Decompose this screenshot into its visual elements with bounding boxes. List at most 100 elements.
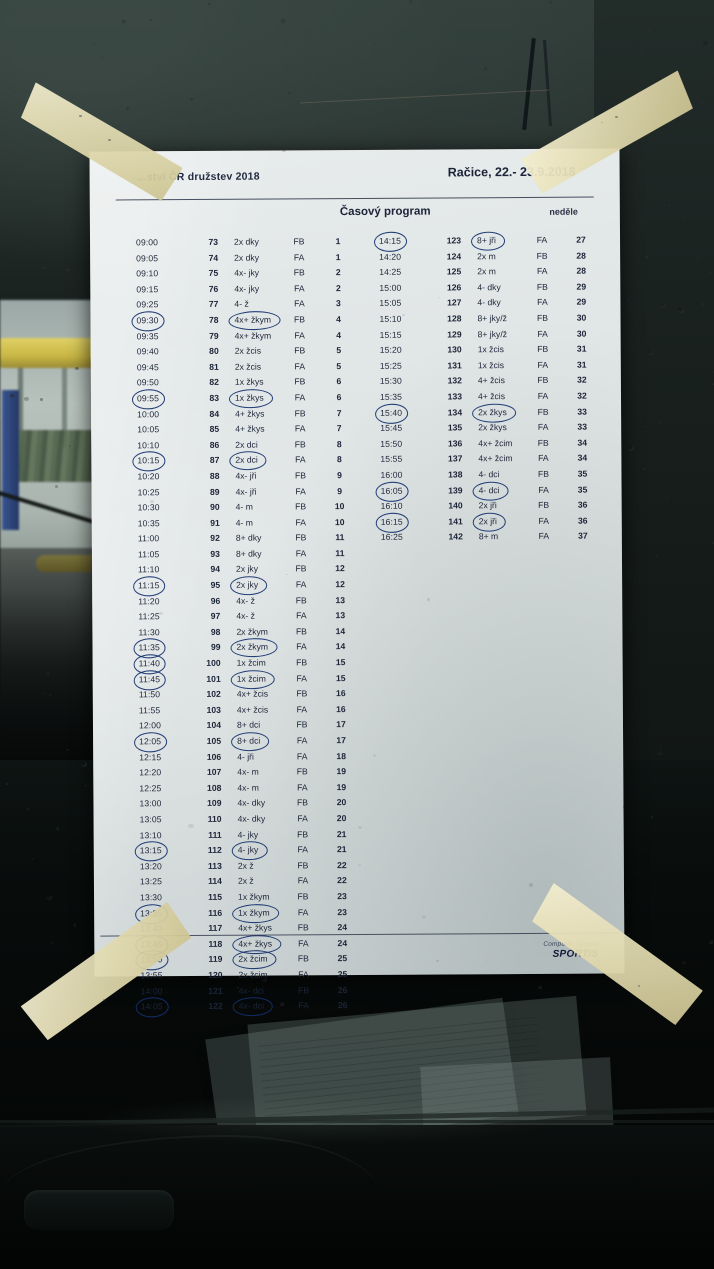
race-number: 114 — [208, 876, 222, 887]
schedule-row: 14:05 122 4x- dci FA 26 — [117, 998, 360, 1015]
race-number: 140 — [448, 500, 463, 511]
race-time: 14:05 — [117, 999, 193, 1015]
schedule-row: 09:40 80 2x žcis FB 5 — [113, 343, 356, 360]
race-index: 17 — [336, 735, 346, 746]
race-number: 81 — [209, 361, 219, 372]
schedule-row: 15:45 135 2x žkys FA 33 — [356, 420, 599, 437]
race-index: 34 — [577, 452, 588, 463]
race-index: 11 — [335, 547, 345, 559]
race-index: 16 — [336, 703, 346, 714]
dashboard-vent — [24, 1190, 174, 1230]
race-time: 11:15 — [114, 578, 190, 594]
race-number: 110 — [207, 813, 222, 824]
race-time: 14:15 — [355, 234, 431, 250]
race-number: 75 — [208, 268, 219, 279]
race-stage: FA — [296, 641, 307, 652]
race-index: 25 — [337, 968, 348, 980]
race-stage: FB — [537, 406, 549, 417]
race-time: 16:25 — [380, 532, 403, 543]
schedule-row: 09:50 82 1x žkys FB 6 — [113, 374, 356, 391]
header-rule — [115, 196, 594, 201]
race-number: 87 — [209, 455, 220, 466]
event-class: 4x+ žcim — [478, 453, 513, 464]
event-class: 4- dci — [478, 469, 500, 480]
event-class: 4- jři — [237, 751, 254, 762]
race-index: 17 — [336, 719, 346, 730]
race-stage: FA — [294, 329, 305, 340]
schedule-row: 09:25 77 4- ž FA 3 — [112, 296, 355, 313]
event-class: 4x- m — [237, 766, 259, 777]
race-stage: FB — [294, 470, 306, 481]
race-number: 107 — [206, 767, 222, 778]
race-stage: FB — [537, 375, 549, 386]
race-number: 141 — [448, 516, 463, 527]
event-class: 2x žkys — [478, 422, 507, 433]
race-number: 96 — [210, 595, 221, 606]
race-stage: FA — [538, 453, 549, 464]
race-stage: FA — [294, 423, 306, 434]
race-stage: FA — [298, 969, 309, 980]
race-index: 20 — [336, 813, 347, 824]
schedule-row: 10:15 87 2x dci FA 8 — [113, 452, 356, 469]
race-number: 99 — [210, 642, 221, 653]
event-class: 2x jky — [236, 564, 259, 575]
event-class: 8+ dci — [236, 720, 261, 731]
event-class: 2x dky — [234, 236, 259, 247]
race-stage: FB — [294, 407, 306, 418]
schedule-row: 15:30 132 4+ žcis FB 32 — [356, 373, 599, 390]
schedule-row: 09:45 81 2x žcis FA 5 — [113, 359, 356, 376]
event-class: 4x- ž — [236, 610, 255, 621]
race-index: 2 — [335, 267, 341, 278]
race-number: 84 — [209, 408, 220, 419]
race-index: 33 — [577, 421, 587, 432]
schedule-row: 13:15 112 4- jky FA 21 — [116, 842, 359, 859]
event-class: 2x dci — [219, 453, 278, 469]
schedule-row: 14:25 125 2x m FA 28 — [355, 264, 598, 281]
event-class: 4x+ žcim — [478, 437, 513, 448]
event-class: 1x žkys — [219, 390, 278, 406]
race-stage: FB — [298, 984, 310, 995]
race-number: 90 — [210, 501, 220, 512]
race-number: 104 — [206, 720, 222, 731]
race-index: 5 — [336, 345, 342, 356]
event-class: 2x m — [477, 266, 496, 277]
race-time: 11:55 — [138, 705, 161, 716]
event-class: 2x dky — [234, 252, 260, 263]
event-class: 2x m — [477, 250, 496, 261]
race-number: 82 — [209, 377, 219, 388]
race-index: 24 — [337, 937, 348, 948]
event-class: 4+ žcis — [477, 375, 505, 386]
race-time: 14:25 — [379, 266, 402, 278]
event-class: 4x+ žcis — [236, 688, 269, 699]
race-time: 09:50 — [136, 377, 159, 388]
race-stage: FA — [537, 297, 548, 308]
race-number: 86 — [209, 439, 220, 450]
schedule-row: 11:00 92 8+ dky FB 11 — [114, 530, 357, 547]
race-index: 35 — [577, 468, 588, 479]
event-class: 8+ m — [478, 531, 499, 542]
race-number: 119 — [208, 954, 223, 965]
race-time: 09:10 — [136, 268, 159, 279]
event-class: 2x dci — [235, 439, 258, 450]
race-index: 26 — [337, 1000, 348, 1011]
race-stage: FA — [538, 484, 549, 495]
race-index: 16 — [335, 688, 346, 699]
race-number: 74 — [208, 252, 219, 263]
race-index: 6 — [336, 392, 342, 403]
race-time: 15:45 — [380, 422, 403, 433]
event-class: 4- m — [235, 501, 253, 512]
race-number: 134 — [447, 406, 463, 417]
race-stage: FA — [295, 548, 307, 559]
schedule-row: 16:10 140 2x jři FB 36 — [357, 498, 600, 515]
race-time: 09:40 — [136, 346, 159, 357]
race-number: 93 — [210, 548, 220, 559]
race-number: 94 — [210, 564, 221, 575]
race-stage: FA — [297, 875, 309, 886]
race-number: 142 — [448, 531, 463, 542]
event-class: 4x- jři — [235, 470, 257, 481]
schedule-row: 16:15 141 2x jři FA 36 — [357, 513, 600, 530]
race-stage: FB — [296, 719, 308, 730]
event-class: 2x žcis — [234, 345, 262, 356]
race-stage: FA — [294, 283, 305, 294]
race-index: 15 — [335, 657, 346, 668]
